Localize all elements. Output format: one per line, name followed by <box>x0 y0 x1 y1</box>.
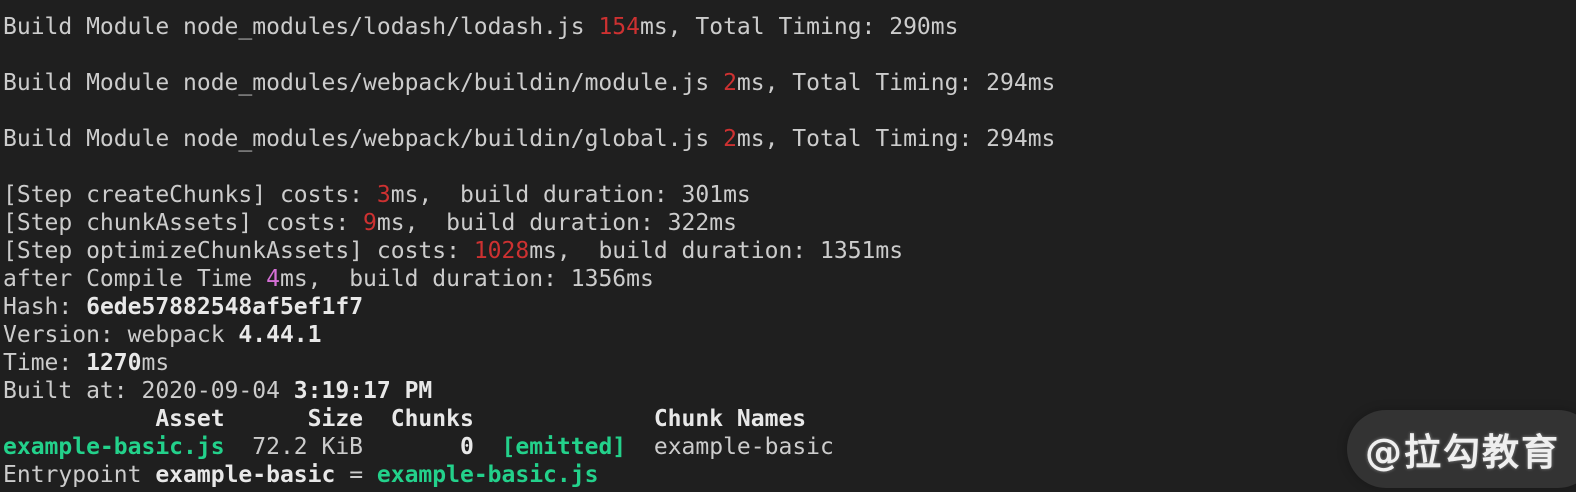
terminal-line: Time: 1270ms <box>3 349 1576 377</box>
text-segment: ms, build duration: 1351ms <box>529 238 904 264</box>
text-segment: example-basic <box>626 434 834 460</box>
text-segment: 154 <box>598 14 640 40</box>
text-segment: ms, build duration: 1356ms <box>279 266 654 292</box>
text-segment: Build Module node_modules/lodash/lodash.… <box>3 14 599 40</box>
terminal-line <box>3 153 1576 181</box>
terminal-line: [Step createChunks] costs: 3ms, build du… <box>3 181 1576 209</box>
text-segment: Time: <box>3 350 87 376</box>
text-segment: example-basic.js <box>376 462 599 488</box>
text-segment: Asset Size Chunks Chunk Names <box>3 406 807 432</box>
text-segment: Version: webpack <box>3 322 239 348</box>
terminal-line: Hash: 6ede57882548af5ef1f7 <box>3 293 1576 321</box>
terminal-line: after Compile Time 4ms, build duration: … <box>3 265 1576 293</box>
text-segment: Build Module node_modules/webpack/buildi… <box>3 70 724 96</box>
text-segment: ms, Total Timing: 290ms <box>639 14 959 40</box>
text-segment: [Step chunkAssets] costs: <box>3 210 364 236</box>
text-segment: 3 <box>376 182 391 208</box>
text-segment: 9 <box>363 210 377 236</box>
text-segment: ms, Total Timing: 294ms <box>736 126 1056 152</box>
terminal-line: Build Module node_modules/lodash/lodash.… <box>3 13 1576 41</box>
text-segment: ms, Total Timing: 294ms <box>736 70 1056 96</box>
text-segment <box>474 434 502 460</box>
text-segment: [emitted] <box>501 434 627 460</box>
watermark-badge: @拉勾教育 <box>1347 410 1576 488</box>
terminal-line: Built at: 2020-09-04 3:19:17 PM <box>3 377 1576 405</box>
terminal-line: example-basic.js 72.2 KiB 0 [emitted] ex… <box>3 433 1576 461</box>
text-segment: 0 <box>390 434 474 460</box>
terminal-line: [Step optimizeChunkAssets] costs: 1028ms… <box>3 237 1576 265</box>
text-segment: example-basic.js <box>3 434 225 460</box>
text-segment: 1028 <box>473 238 530 264</box>
text-segment: 6ede57882548af5ef1f7 <box>86 294 364 320</box>
terminal-line: Build Module node_modules/webpack/buildi… <box>3 125 1576 153</box>
text-segment: 4.44.1 <box>238 322 322 348</box>
text-segment: Built at: 2020-09-04 <box>3 378 294 404</box>
watermark-label: @拉勾教育 <box>1365 431 1560 474</box>
text-segment: ms, build duration: 322ms <box>376 210 737 236</box>
text-segment: Build Module node_modules/webpack/buildi… <box>3 126 724 152</box>
text-segment: ms <box>141 350 170 376</box>
terminal-line <box>3 41 1576 69</box>
terminal-line <box>3 97 1576 125</box>
text-segment: 3:19:17 PM <box>293 378 433 404</box>
text-segment: Entrypoint <box>3 462 156 488</box>
text-segment: Hash: <box>3 294 87 320</box>
text-segment: [Step createChunks] costs: <box>3 182 377 208</box>
text-segment: 72.2 KiB <box>224 434 391 460</box>
text-segment: 1270 <box>86 350 142 376</box>
text-segment: ms, build duration: 301ms <box>390 182 751 208</box>
terminal-line: Version: webpack 4.44.1 <box>3 321 1576 349</box>
terminal-line: Entrypoint example-basic = example-basic… <box>3 461 1576 489</box>
terminal-line: Asset Size Chunks Chunk Names <box>3 405 1576 433</box>
text-segment: 4 <box>266 266 280 292</box>
terminal-line: [Step chunkAssets] costs: 9ms, build dur… <box>3 209 1576 237</box>
text-segment: after Compile Time <box>3 266 267 292</box>
text-segment: = <box>335 462 377 488</box>
text-segment: [Step optimizeChunkAssets] costs: <box>3 238 474 264</box>
text-segment: 2 <box>723 70 737 96</box>
text-segment: 2 <box>723 126 737 152</box>
terminal-line: Build Module node_modules/webpack/buildi… <box>3 69 1576 97</box>
text-segment: example-basic <box>155 462 336 488</box>
